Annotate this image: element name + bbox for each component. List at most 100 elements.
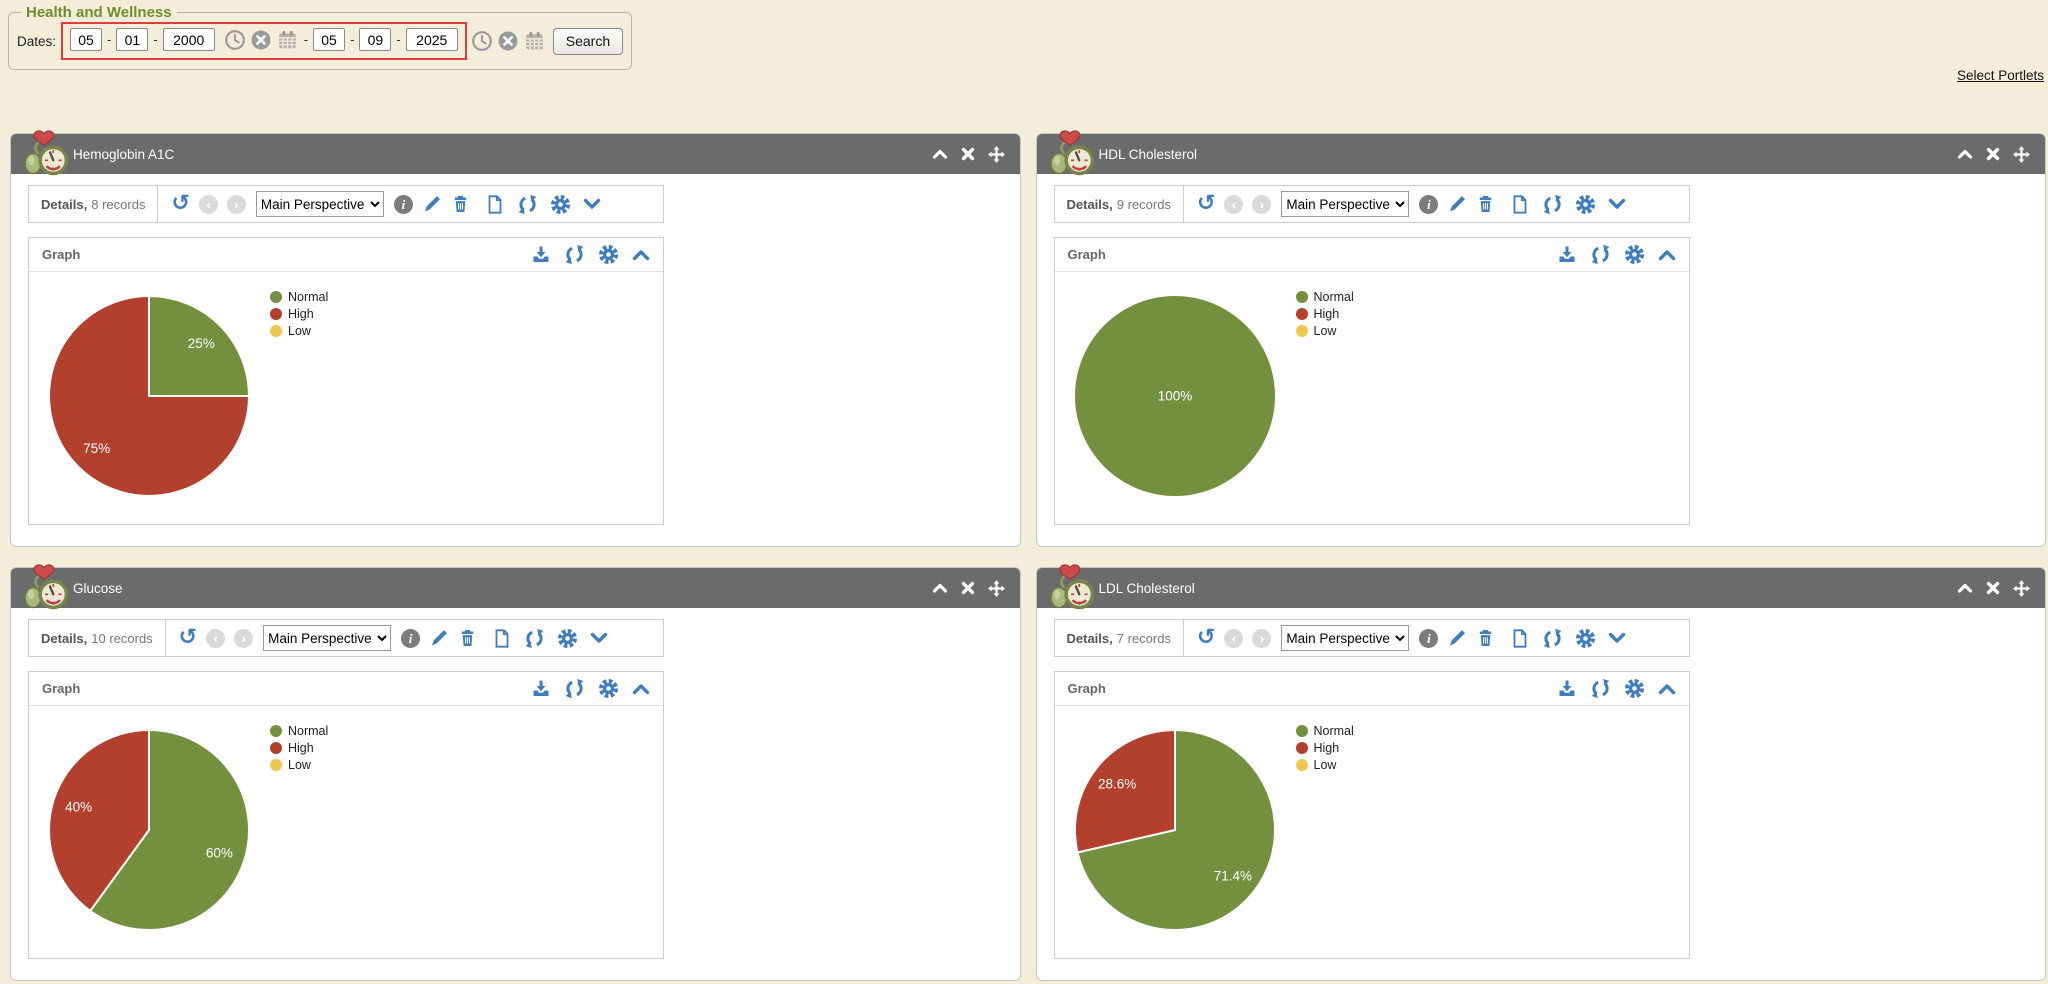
from-day-input[interactable]	[116, 28, 149, 51]
portlet-header: Hemoglobin A1C	[11, 130, 1020, 176]
chevron-down-icon[interactable]	[590, 631, 608, 645]
collapse-portlet-icon[interactable]	[932, 147, 948, 161]
delete-icon[interactable]	[1476, 628, 1495, 648]
clock-icon[interactable]	[471, 30, 493, 52]
info-icon[interactable]: i	[1419, 628, 1439, 648]
refresh-icon[interactable]	[1542, 194, 1563, 215]
download-icon[interactable]	[1557, 679, 1577, 699]
refresh-icon[interactable]	[1590, 244, 1611, 265]
previous-icon[interactable]: ‹	[1224, 628, 1244, 648]
perspective-select[interactable]: Main Perspective	[1281, 625, 1410, 651]
refresh-icon[interactable]	[1542, 628, 1563, 649]
health-gauge-icon	[1049, 562, 1095, 610]
chart-legend: Normal High Low	[1295, 290, 1354, 338]
previous-icon[interactable]: ‹	[206, 628, 226, 648]
edit-icon[interactable]	[1447, 194, 1467, 214]
legend-label: Low	[288, 758, 311, 772]
collapse-portlet-icon[interactable]	[932, 581, 948, 595]
settings-icon[interactable]	[1575, 194, 1596, 215]
next-icon[interactable]: ›	[1252, 194, 1272, 214]
chevron-up-icon[interactable]	[1658, 682, 1676, 696]
record-count: 9 records	[1116, 196, 1171, 212]
clear-icon[interactable]	[497, 30, 519, 52]
settings-icon[interactable]	[1575, 628, 1596, 649]
collapse-portlet-icon[interactable]	[1957, 581, 1973, 595]
delete-icon[interactable]	[1476, 194, 1495, 214]
close-portlet-icon[interactable]	[1986, 147, 2000, 161]
collapse-portlet-icon[interactable]	[1957, 147, 1973, 161]
undo-icon[interactable]: ↺	[1196, 191, 1216, 216]
date-separator: -	[153, 32, 158, 47]
undo-icon[interactable]: ↺	[171, 191, 190, 216]
select-portlets-link[interactable]: Select Portlets	[1956, 68, 2044, 83]
document-icon[interactable]	[485, 194, 505, 215]
close-portlet-icon[interactable]	[961, 147, 975, 161]
to-year-input[interactable]	[405, 28, 458, 51]
perspective-select[interactable]: Main Perspective	[255, 191, 384, 217]
undo-icon[interactable]: ↺	[1196, 625, 1216, 650]
date-range-highlight: - - - - -	[61, 22, 467, 60]
close-portlet-icon[interactable]	[1986, 581, 2000, 595]
to-day-input[interactable]	[359, 28, 392, 51]
calendar-icon[interactable]	[276, 29, 299, 51]
chevron-up-icon[interactable]	[632, 248, 650, 262]
next-icon[interactable]: ›	[226, 194, 246, 214]
close-portlet-icon[interactable]	[961, 581, 975, 595]
edit-icon[interactable]	[422, 194, 442, 214]
move-portlet-icon[interactable]	[987, 579, 1005, 597]
clock-icon[interactable]	[224, 29, 246, 51]
settings-icon[interactable]	[598, 678, 619, 699]
download-icon[interactable]	[1557, 245, 1577, 265]
undo-icon[interactable]: ↺	[178, 625, 198, 650]
health-wellness-fieldset: Health and Wellness Dates: - - - -	[8, 4, 633, 70]
graph-title: Graph	[42, 247, 81, 262]
calendar-icon[interactable]	[523, 30, 546, 52]
settings-icon[interactable]	[1624, 244, 1645, 265]
legend-label: High	[1313, 307, 1340, 321]
download-icon[interactable]	[531, 245, 551, 265]
settings-icon[interactable]	[557, 628, 578, 649]
perspective-select[interactable]: Main Perspective	[263, 625, 392, 651]
move-portlet-icon[interactable]	[2013, 579, 2030, 597]
document-icon[interactable]	[492, 628, 512, 649]
chart-area: 60% 40% Normal High Low	[29, 706, 663, 958]
info-icon[interactable]: i	[1419, 194, 1439, 214]
clear-icon[interactable]	[250, 29, 272, 51]
download-icon[interactable]	[531, 679, 551, 699]
settings-icon[interactable]	[1624, 678, 1645, 699]
document-icon[interactable]	[1510, 628, 1530, 649]
previous-icon[interactable]: ‹	[198, 194, 218, 214]
move-portlet-icon[interactable]	[2013, 145, 2030, 163]
to-month-input[interactable]	[313, 28, 346, 51]
chevron-up-icon[interactable]	[632, 682, 650, 696]
chevron-down-icon[interactable]	[1608, 197, 1626, 211]
move-portlet-icon[interactable]	[987, 145, 1005, 163]
refresh-icon[interactable]	[517, 194, 538, 215]
legend-label: Normal	[1313, 724, 1354, 738]
edit-icon[interactable]	[429, 628, 449, 648]
perspective-select[interactable]: Main Perspective	[1281, 191, 1410, 217]
next-icon[interactable]: ›	[234, 628, 254, 648]
document-icon[interactable]	[1510, 194, 1530, 215]
chevron-down-icon[interactable]	[1608, 631, 1626, 645]
from-year-input[interactable]	[162, 28, 215, 51]
info-icon[interactable]: i	[393, 194, 413, 214]
from-month-input[interactable]	[70, 28, 103, 51]
previous-icon[interactable]: ‹	[1224, 194, 1244, 214]
settings-icon[interactable]	[550, 194, 571, 215]
chevron-up-icon[interactable]	[1658, 248, 1676, 262]
chevron-down-icon[interactable]	[583, 197, 601, 211]
search-button[interactable]: Search	[552, 27, 624, 55]
refresh-icon[interactable]	[564, 244, 585, 265]
info-icon[interactable]: i	[401, 628, 421, 648]
edit-icon[interactable]	[1447, 628, 1467, 648]
delete-icon[interactable]	[458, 628, 477, 648]
refresh-icon[interactable]	[1590, 678, 1611, 699]
refresh-icon[interactable]	[524, 628, 545, 649]
delete-icon[interactable]	[451, 194, 470, 214]
legend-swatch-low	[270, 325, 282, 337]
refresh-icon[interactable]	[564, 678, 585, 699]
settings-icon[interactable]	[598, 244, 619, 265]
next-icon[interactable]: ›	[1252, 628, 1272, 648]
legend-label: Normal	[288, 290, 329, 304]
